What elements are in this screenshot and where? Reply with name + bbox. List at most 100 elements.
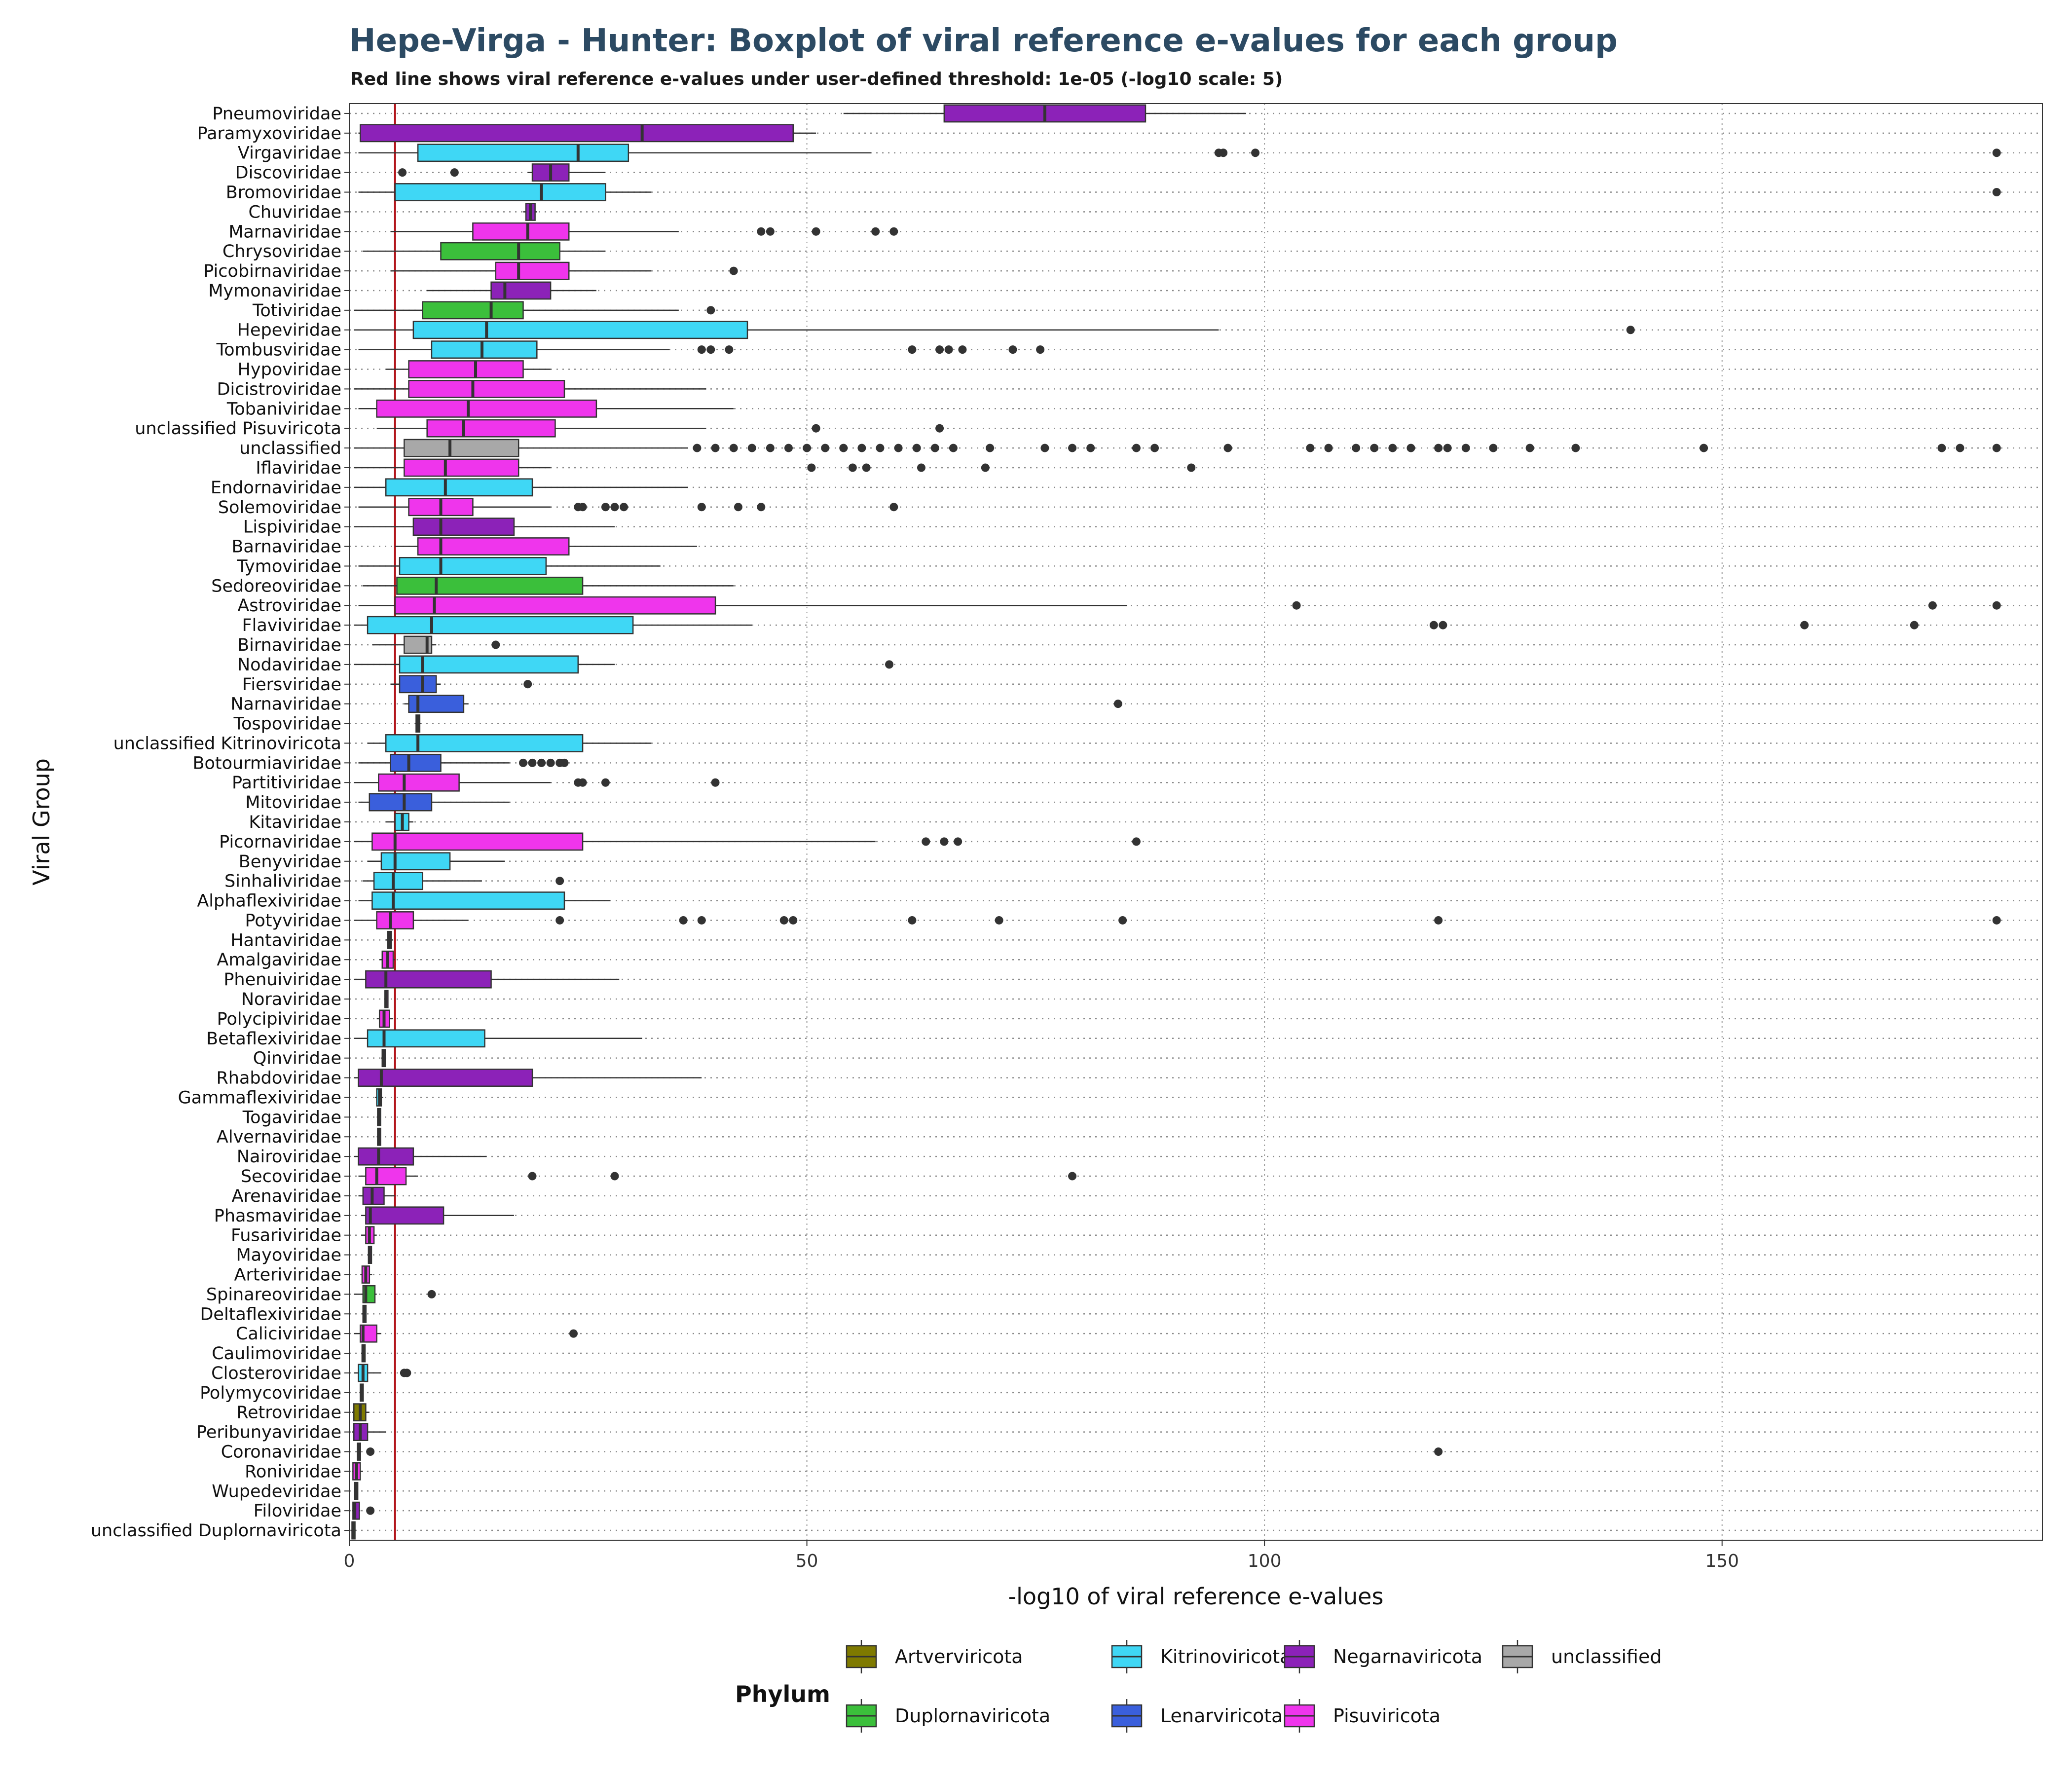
outlier-point — [930, 444, 939, 452]
y-tick-label: unclassified Pisuviricota — [135, 419, 341, 439]
outlier-point — [1040, 444, 1049, 452]
y-tick-label: Pneumoviridae — [212, 104, 341, 124]
y-tick-label: Mayoviridae — [236, 1246, 341, 1265]
y-tick-label: Nairoviridae — [237, 1147, 341, 1167]
outlier-point — [1992, 188, 2001, 197]
y-tick-label: Alphaflexiviridae — [197, 891, 341, 911]
box-bromoviridae — [358, 183, 2001, 201]
outlier-point — [1910, 621, 1919, 630]
box-iqr — [426, 419, 556, 438]
box-narnaviridae — [404, 695, 1122, 713]
outlier-point — [940, 837, 949, 846]
box-betaflexiviridae — [354, 1029, 642, 1048]
outlier-point — [885, 660, 894, 669]
outlier-point — [1525, 444, 1534, 452]
box-coronaviridae — [356, 1443, 1443, 1461]
outlier-point — [1223, 444, 1232, 452]
outlier-point — [518, 758, 527, 767]
box-totiviridae — [354, 301, 715, 320]
y-tick-label: Caliciviridae — [236, 1324, 341, 1344]
x-tick-label: 150 — [1705, 1551, 1739, 1571]
legend-label: Pisuviricota — [1333, 1705, 1441, 1727]
y-tick-label: Filoviridae — [254, 1501, 341, 1521]
box-tospoviridae — [415, 714, 421, 733]
y-tick-label: Togaviridae — [242, 1108, 341, 1127]
outlier-point — [1068, 1172, 1077, 1181]
box-fusariviridae — [361, 1226, 377, 1245]
box-iqr — [431, 340, 538, 359]
outlier-point — [523, 680, 532, 689]
box-iqr — [367, 616, 634, 634]
y-tick-label: Mymonaviridae — [208, 281, 341, 301]
y-tick-label: Lispiviridae — [243, 518, 341, 537]
outlier-point — [398, 168, 407, 177]
outlier-point — [1388, 444, 1397, 452]
box-iqr — [373, 872, 423, 890]
outlier-point — [821, 444, 830, 452]
outlier-point — [1439, 621, 1447, 630]
outlier-point — [839, 444, 848, 452]
outlier-point — [857, 444, 866, 452]
box-iqr — [380, 852, 451, 871]
y-tick-label: Dicistroviridae — [217, 379, 341, 399]
outlier-point — [766, 227, 775, 236]
y-tick-label: Kitaviridae — [249, 813, 341, 832]
y-tick-label: Hepeviridae — [237, 321, 341, 340]
box-iqr — [394, 596, 716, 615]
box-barnaviridae — [395, 537, 697, 556]
box-polycipiviridae — [376, 1009, 394, 1028]
box-peribunyaviridae — [352, 1423, 386, 1442]
y-tick-label: unclassified Duplornaviricota — [91, 1521, 341, 1541]
outlier-point — [1571, 444, 1580, 452]
outlier-point — [578, 503, 587, 512]
y-tick-label: Alvernaviridae — [217, 1127, 341, 1147]
box-iqr — [376, 911, 414, 929]
y-tick-label: Tombusviridae — [216, 340, 341, 360]
box-iqr — [390, 753, 442, 772]
box-iflaviridae — [354, 458, 1196, 477]
box-tombusviridae — [358, 340, 1045, 359]
box-iqr — [371, 891, 565, 910]
y-tick-label: Endornaviridae — [211, 478, 341, 498]
outlier-point — [1068, 444, 1077, 452]
box-wupedeviridae — [354, 1482, 359, 1500]
y-axis-title: Viral Group — [28, 758, 55, 886]
box-arenaviridae — [358, 1186, 395, 1205]
outlier-point — [779, 916, 788, 925]
outlier-point — [1937, 444, 1946, 452]
outlier-point — [848, 463, 857, 472]
outlier-point — [729, 266, 738, 275]
outlier-point — [569, 1329, 578, 1338]
y-tick-label: Polycipiviridae — [217, 1009, 341, 1029]
outlier-point — [1352, 444, 1361, 452]
outlier-point — [1626, 326, 1635, 334]
outlier-point — [766, 444, 775, 452]
outlier-point — [871, 227, 880, 236]
legend-label: Lenarviricota — [1160, 1705, 1283, 1727]
outlier-point — [981, 463, 990, 472]
x-tick-labels: 0 50 100 150 — [344, 1540, 1739, 1571]
y-tick-label: Mitoviridae — [245, 793, 341, 813]
box-nairoviridae — [354, 1147, 487, 1166]
legend-item-duplornaviricota: Duplornaviricota — [846, 1699, 1050, 1733]
outlier-point — [528, 1172, 537, 1181]
outlier-point — [889, 503, 898, 512]
y-tick-label: Bromoviridae — [226, 183, 341, 203]
box-iqr — [495, 261, 570, 280]
box-iqr — [399, 675, 437, 694]
box-iqr — [365, 1167, 407, 1185]
outlier-point — [1132, 444, 1141, 452]
x-tick-label: 100 — [1248, 1551, 1282, 1571]
box-chrysoviridae — [363, 242, 606, 260]
y-tick-label: Chrysoviridae — [222, 242, 341, 261]
outlier-point — [922, 837, 930, 846]
y-tick-label: Nodaviridae — [237, 655, 341, 675]
outlier-point — [546, 758, 555, 767]
legend-item-unclassified: unclassified — [1502, 1640, 1662, 1673]
y-tick-label: Tobaniviridae — [226, 399, 341, 419]
box-virgaviridae — [358, 144, 2001, 162]
y-tick-label: Hypoviridae — [238, 360, 341, 380]
box-iqr — [399, 655, 579, 674]
